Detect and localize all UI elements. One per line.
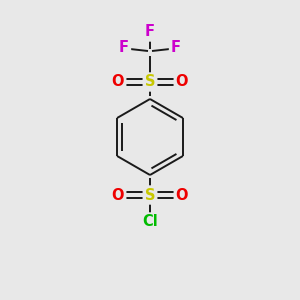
Text: F: F [119,40,129,56]
Text: O: O [112,188,124,202]
Text: Cl: Cl [142,214,158,230]
Text: O: O [176,188,188,202]
Text: S: S [145,188,155,202]
Text: F: F [145,25,155,40]
Text: O: O [176,74,188,89]
Text: O: O [112,74,124,89]
Text: S: S [145,74,155,89]
Text: F: F [171,40,181,56]
